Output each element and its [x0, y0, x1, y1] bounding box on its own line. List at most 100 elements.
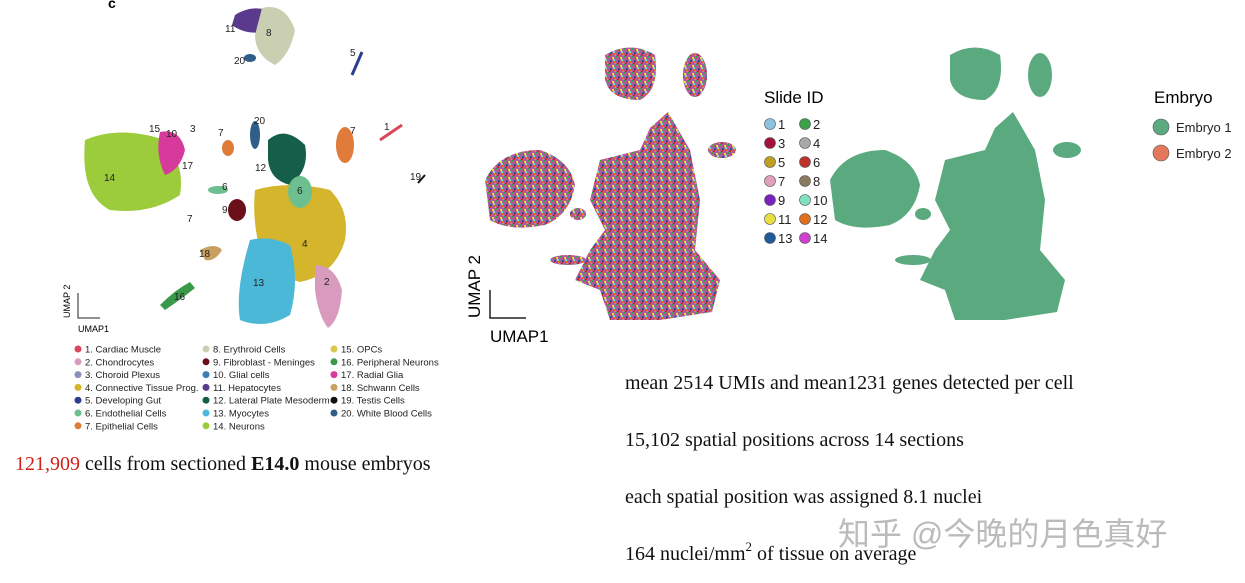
umap-slide: [485, 47, 736, 320]
legend-label: 7: [778, 174, 785, 189]
legend-swatch: [74, 345, 82, 353]
legend-label: 5: [778, 155, 785, 170]
panel-label: c: [108, 0, 116, 11]
legend-swatch: [330, 383, 338, 391]
note-line: mean 2514 UMIs and mean1231 genes detect…: [625, 372, 1074, 394]
legend-label: 4: [813, 136, 820, 151]
legend-label: 17. Radial Glia: [341, 370, 404, 381]
legend-label: Embryo 2: [1176, 146, 1232, 161]
legend-swatch: [799, 213, 811, 225]
legend-label: 10. Glial cells: [213, 370, 270, 381]
legend-swatch: [330, 345, 338, 353]
legend-swatch: [202, 422, 210, 430]
cluster-label: 14: [104, 173, 116, 184]
text: cells from sectioned: [80, 453, 251, 475]
legend-swatch: [202, 371, 210, 379]
cluster-label: 17: [182, 161, 194, 172]
note-line: 15,102 spatial positions across 14 secti…: [625, 429, 964, 451]
legend-label: 7. Epithelial Cells: [85, 421, 158, 432]
legend-label: 9. Fibroblast - Meninges: [213, 357, 315, 368]
legend-swatch: [330, 358, 338, 366]
cluster-label: 7: [350, 126, 356, 137]
legend-swatch: [202, 396, 210, 404]
legend-swatch: [74, 409, 82, 417]
cluster-label: 13: [253, 278, 265, 289]
legend-label: 15. OPCs: [341, 345, 382, 356]
legend-label: 9: [778, 193, 785, 208]
legend-swatch: [74, 422, 82, 430]
legend-swatch: [799, 118, 811, 130]
legend-title: Slide ID: [764, 88, 824, 107]
cluster-label: 20: [254, 116, 266, 127]
legend-label: 14. Neurons: [213, 421, 265, 432]
legend-swatch: [764, 118, 776, 130]
legend-swatch: [74, 371, 82, 379]
text: of tissue on average: [752, 543, 917, 565]
legend-label: 11. Hepatocytes: [213, 383, 281, 394]
legend-label: 13: [778, 231, 792, 246]
legend-swatch: [74, 358, 82, 366]
cluster-labels: 11 8 20 5 20 7 7 1 15 10 3 14 17 12 6 6 …: [104, 24, 422, 303]
legend-label: 2: [813, 117, 820, 132]
legend-label: 13. Myocytes: [213, 409, 269, 420]
cluster-label: 15: [149, 124, 161, 135]
legend-title: Embryo: [1154, 88, 1213, 107]
legend-label: 14: [813, 231, 827, 246]
legend-swatch: [799, 175, 811, 187]
cluster-label: 3: [190, 124, 196, 135]
cluster-label: 7: [187, 214, 193, 225]
axis-y-label: UMAP 2: [62, 285, 72, 318]
legend-swatch: [74, 396, 82, 404]
cluster-label: 20: [234, 56, 246, 67]
text: mouse embryos: [299, 453, 430, 475]
text: 164 nuclei/mm: [625, 543, 746, 565]
legend-label: 5. Developing Gut: [85, 396, 161, 407]
legend-swatch: [202, 409, 210, 417]
legend-label: 10: [813, 193, 827, 208]
legend-label: 3. Choroid Plexus: [85, 370, 160, 381]
legend-swatch: [1152, 144, 1170, 162]
legend-swatch: [202, 345, 210, 353]
legend-label: 20. White Blood Cells: [341, 409, 432, 420]
cluster-label: 5: [350, 48, 356, 59]
legend-label: 12. Lateral Plate Mesoderm: [213, 396, 330, 407]
cluster-label: 2: [324, 277, 330, 288]
legend-label: 8: [813, 174, 820, 189]
legend-label: 8. Erythroid Cells: [213, 345, 286, 356]
cluster-label: 9: [222, 205, 228, 216]
density-note: 164 nuclei/mm2 of tissue on average: [625, 539, 917, 565]
legend-label: 12: [813, 212, 827, 227]
axis-x-label: UMAP1: [78, 324, 109, 334]
legend-swatch: [764, 232, 776, 244]
legend-label: 3: [778, 136, 785, 151]
legend-swatch: [202, 358, 210, 366]
legend-swatch: [330, 371, 338, 379]
watermark: 知乎 @今晚的月色真好: [838, 516, 1167, 552]
legend-swatch: [799, 137, 811, 149]
cluster-label: 12: [255, 163, 267, 174]
legend-label: 6. Endothelial Cells: [85, 409, 167, 420]
cluster-label: 16: [174, 292, 186, 303]
axis-arrows: [77, 293, 100, 319]
legend-swatch: [799, 232, 811, 244]
legend-label: 19. Testis Cells: [341, 396, 405, 407]
note-line: each spatial position was assigned 8.1 n…: [625, 486, 983, 508]
cells-note: 121,909 cells from sectioned E14.0 mouse…: [15, 453, 431, 475]
superscript: 2: [746, 539, 753, 554]
axis-x-label: UMAP1: [490, 327, 549, 346]
legend-label: Embryo 1: [1176, 120, 1232, 135]
axis-y-label: UMAP 2: [465, 255, 484, 318]
cluster-label: 7: [218, 128, 224, 139]
umap-embryo: [830, 47, 1081, 320]
legend-label: 11: [778, 212, 792, 227]
cluster-label: 19: [410, 172, 422, 183]
cluster-label: 10: [166, 129, 178, 140]
legend-swatch: [202, 383, 210, 391]
legend-swatch: [74, 383, 82, 391]
umap-clusters: [84, 6, 426, 328]
legend-swatch: [764, 156, 776, 168]
